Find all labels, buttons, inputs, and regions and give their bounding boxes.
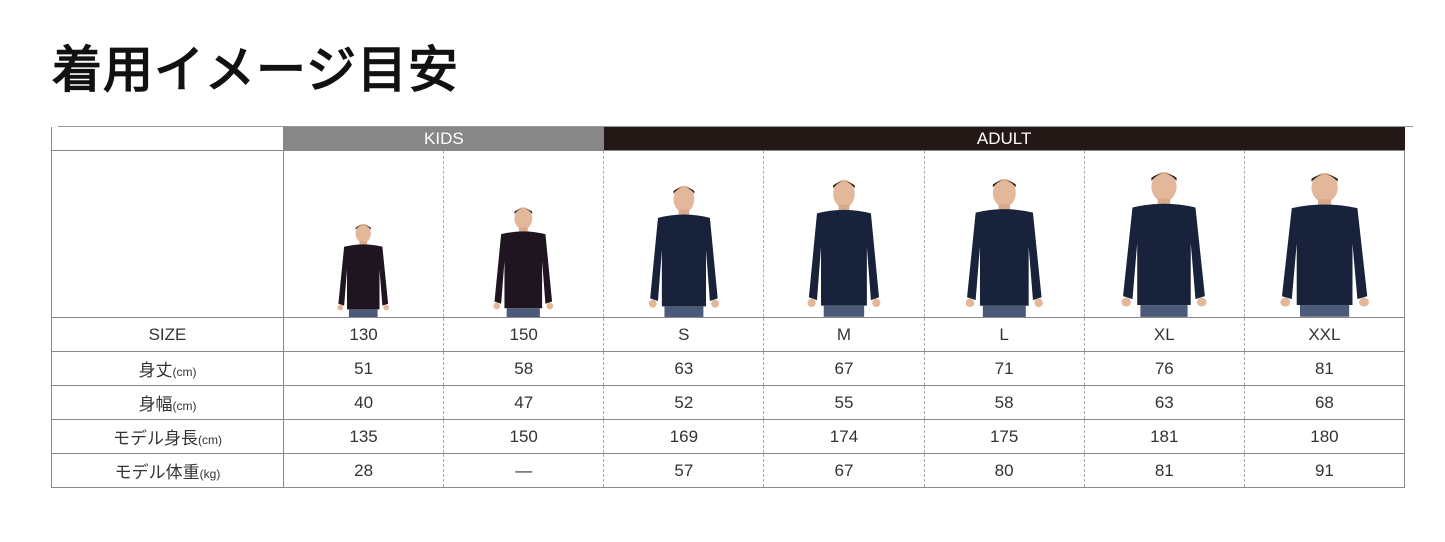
row-label-text: 身幅 [138, 395, 173, 414]
kids-group-header: KIDS [283, 127, 604, 151]
table-cell: XL [1083, 317, 1245, 352]
table-cell: 174 [763, 419, 925, 454]
model-photo-cell [923, 150, 1085, 318]
table-cell: S [603, 317, 764, 352]
row-label: モデル体重(kg) [51, 453, 284, 488]
model-photo-cell [603, 150, 764, 318]
model-photo [493, 206, 554, 317]
empty-header-cell [51, 127, 284, 151]
top-divider [58, 126, 1413, 127]
row-label: モデル身長(cm) [51, 419, 284, 454]
table-row: モデル身長(cm) 135 150 169 174 175 181 180 [51, 419, 1406, 454]
model-photo [807, 179, 881, 317]
table-cell: 51 [282, 351, 444, 386]
table-cell: 68 [1243, 385, 1406, 420]
table-cell: XXL [1243, 317, 1406, 352]
model-image-row [51, 150, 1406, 318]
table-cell: 130 [282, 317, 444, 352]
table-cell: 81 [1083, 453, 1245, 488]
table-row: 身丈(cm) 51 58 63 67 71 76 81 [51, 351, 1406, 386]
table-cell: 58 [443, 351, 604, 386]
row-unit: (cm) [172, 399, 197, 413]
model-photo-cell [282, 150, 444, 318]
table-cell: 40 [282, 385, 444, 420]
table-cell: — [443, 453, 604, 488]
table-cell: 58 [923, 385, 1085, 420]
row-label: 身丈(cm) [51, 351, 284, 386]
table-row: 身幅(cm) 40 47 52 55 58 63 68 [51, 385, 1406, 420]
table-cell: 180 [1243, 419, 1406, 454]
page-title: 着用イメージ目安 [52, 41, 459, 99]
row-unit: (kg) [199, 467, 221, 481]
model-photo [1121, 172, 1207, 317]
table-cell: 28 [282, 453, 444, 488]
row-label: SIZE [51, 317, 284, 352]
model-photo-cell [1243, 150, 1406, 318]
table-cell: 169 [603, 419, 764, 454]
table-cell: 181 [1083, 419, 1245, 454]
table-cell: 150 [443, 317, 604, 352]
row-label-text: 身丈 [138, 361, 173, 380]
table-cell: 71 [923, 351, 1085, 386]
table-cell: 55 [763, 385, 925, 420]
table-cell: 91 [1243, 453, 1406, 488]
row-unit: (cm) [172, 365, 197, 379]
table-cell: 67 [763, 351, 925, 386]
empty-image-label-cell [51, 150, 284, 318]
model-photo [1280, 173, 1369, 317]
table-cell: 80 [923, 453, 1085, 488]
model-photo [648, 185, 719, 317]
table-cell: L [923, 317, 1085, 352]
model-photo-cell [1083, 150, 1245, 318]
adult-group-header: ADULT [603, 127, 1405, 151]
table-cell: 47 [443, 385, 604, 420]
group-header-row: KIDS ADULT [51, 127, 1405, 151]
table-row: モデル体重(kg) 28—57 67 80 81 91 [51, 453, 1406, 488]
table-cell: M [763, 317, 925, 352]
table-cell: 67 [763, 453, 925, 488]
row-label-text: SIZE [148, 324, 187, 344]
table-cell: 63 [1083, 385, 1245, 420]
table-cell: 57 [603, 453, 764, 488]
model-photo [337, 223, 390, 317]
size-table: KIDS ADULT [51, 127, 1406, 488]
table-cell: 81 [1243, 351, 1406, 386]
row-label-text: モデル身長 [113, 429, 198, 448]
row-label: 身幅(cm) [51, 385, 284, 420]
model-photo [965, 178, 1043, 317]
row-label-text: モデル体重 [114, 463, 200, 482]
row-unit: (cm) [198, 433, 222, 447]
model-photo-cell [763, 150, 925, 318]
table-cell: 76 [1083, 351, 1245, 386]
model-photo-cell [443, 150, 604, 318]
table-cell: 150 [443, 419, 604, 454]
table-cell: 63 [603, 351, 764, 386]
table-cell: 52 [603, 385, 764, 420]
table-cell: 175 [923, 419, 1085, 454]
table-cell: 135 [282, 419, 444, 454]
table-row: SIZE 130 150 S M L XL XXL [51, 317, 1406, 352]
